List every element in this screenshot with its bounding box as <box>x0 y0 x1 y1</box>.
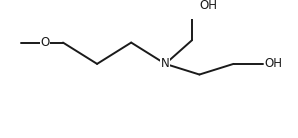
Text: N: N <box>161 57 170 70</box>
Text: O: O <box>41 36 50 49</box>
Text: OH: OH <box>199 0 218 12</box>
Text: OH: OH <box>265 57 283 70</box>
